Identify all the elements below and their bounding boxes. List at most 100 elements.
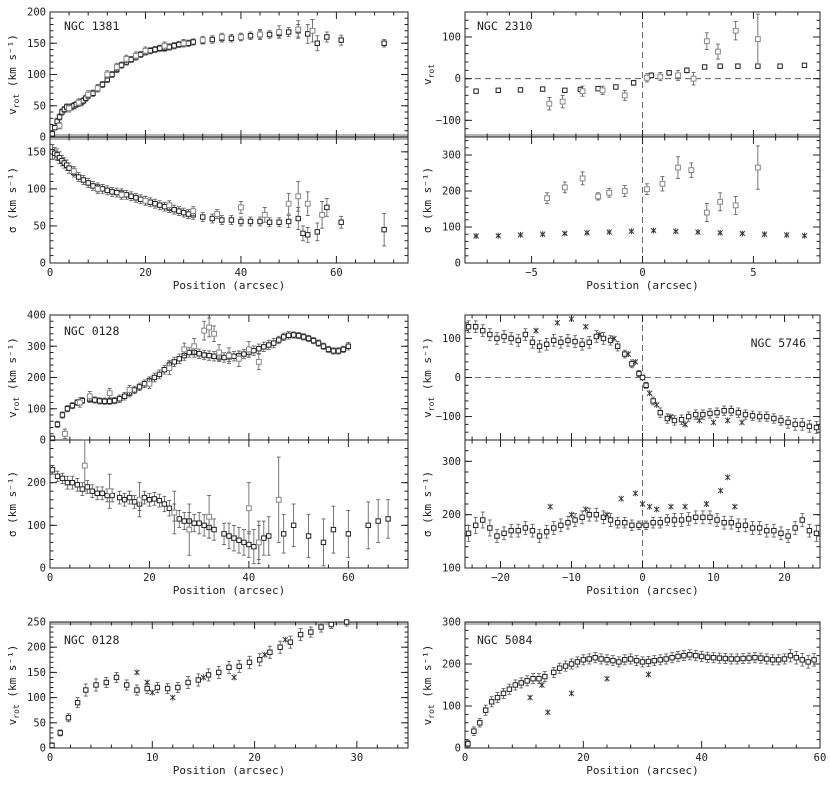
data-point xyxy=(522,525,529,531)
x-tick-label: 0 xyxy=(47,267,53,279)
data-point xyxy=(109,189,115,195)
data-point xyxy=(190,208,197,215)
data-point xyxy=(650,227,657,234)
data-point xyxy=(74,482,81,488)
data-point xyxy=(381,226,387,233)
data-point xyxy=(690,75,697,82)
data-point xyxy=(255,539,262,546)
data-point xyxy=(568,315,575,322)
y-axis-label-main: v xyxy=(421,78,434,85)
data-point xyxy=(693,411,699,418)
data-point xyxy=(381,40,387,46)
data-point xyxy=(285,332,292,339)
y-tick-label: −100 xyxy=(436,411,461,423)
data-point xyxy=(166,44,173,50)
data-point xyxy=(527,694,533,701)
data-point xyxy=(314,40,321,46)
data-point xyxy=(700,411,706,418)
data-point xyxy=(325,346,332,353)
data-point xyxy=(305,31,311,37)
data-point xyxy=(539,86,546,92)
data-point xyxy=(465,530,472,537)
y-axis-label-unit: (km s⁻¹) xyxy=(421,471,434,531)
data-point xyxy=(236,537,242,543)
data-point xyxy=(639,374,646,381)
galaxy-name: NGC 0128 xyxy=(64,324,119,338)
y-tick-label: 0 xyxy=(40,435,46,447)
panel-frame xyxy=(464,621,821,749)
data-point xyxy=(251,543,257,550)
data-point xyxy=(247,33,254,39)
data-point xyxy=(185,40,192,46)
data-point xyxy=(267,649,273,655)
data-point xyxy=(579,88,586,95)
data-point xyxy=(171,206,177,213)
y-axis-label-main: σ xyxy=(421,226,434,233)
data-point xyxy=(632,358,639,365)
data-point xyxy=(622,351,628,357)
data-point xyxy=(146,497,153,503)
data-point xyxy=(106,488,113,495)
data-point xyxy=(290,522,297,529)
series-major-axis xyxy=(49,144,387,247)
data-point xyxy=(604,657,610,663)
galaxy-name: NGC 1381 xyxy=(64,19,119,33)
data-point xyxy=(56,122,63,129)
data-point xyxy=(529,339,536,346)
x-tick-label: −10 xyxy=(562,572,581,584)
data-point xyxy=(190,39,196,45)
data-point xyxy=(245,505,252,512)
data-point xyxy=(659,180,666,187)
panel-ngc0128_b-0: 0 50 100 150 200 250 vrot (km s⁻¹) xyxy=(6,617,409,755)
y-tick-label: 200 xyxy=(442,659,461,671)
data-point xyxy=(99,186,106,192)
data-point xyxy=(646,390,653,397)
data-point xyxy=(305,232,311,238)
data-point xyxy=(614,343,621,349)
data-point xyxy=(75,99,82,106)
data-point xyxy=(806,527,813,534)
data-point xyxy=(593,511,600,518)
data-point xyxy=(151,374,158,381)
data-point xyxy=(276,219,282,225)
data-point xyxy=(582,323,589,330)
y-tick-label: 50 xyxy=(33,100,46,112)
data-point xyxy=(89,488,95,494)
data-point xyxy=(586,339,592,346)
data-point xyxy=(109,71,115,78)
x-axis-label: Position (arcsec) xyxy=(173,764,286,777)
y-axis-label-unit: (km s⁻¹) xyxy=(6,167,19,227)
data-point xyxy=(221,354,227,361)
data-point xyxy=(226,664,232,671)
data-point xyxy=(211,526,217,533)
data-point xyxy=(681,652,687,659)
data-point xyxy=(94,185,101,192)
data-point xyxy=(56,114,63,120)
data-point xyxy=(147,48,153,54)
panel-ngc5746-1: 100 200 300 σ (km s⁻¹) xyxy=(421,439,821,575)
data-point xyxy=(544,195,550,202)
data-point xyxy=(295,193,302,200)
data-point xyxy=(508,527,514,534)
data-point xyxy=(305,533,312,539)
data-point xyxy=(118,191,125,198)
data-point xyxy=(175,684,181,691)
data-point xyxy=(123,55,130,62)
data-point xyxy=(166,505,173,511)
series-major-axis xyxy=(49,619,350,749)
x-axis-label: Position (arcsec) xyxy=(586,279,699,292)
data-point xyxy=(256,657,263,663)
data-point xyxy=(126,494,133,501)
y-tick-label: 0 xyxy=(455,258,461,270)
series-major-axis xyxy=(465,320,820,434)
data-point xyxy=(657,519,663,526)
data-point xyxy=(218,34,225,40)
series-other xyxy=(544,145,761,223)
data-point xyxy=(799,657,805,663)
data-point xyxy=(562,230,568,237)
data-point xyxy=(775,657,782,663)
data-point xyxy=(805,659,811,665)
data-point xyxy=(149,689,156,696)
data-point xyxy=(512,682,518,688)
data-point xyxy=(501,530,507,537)
